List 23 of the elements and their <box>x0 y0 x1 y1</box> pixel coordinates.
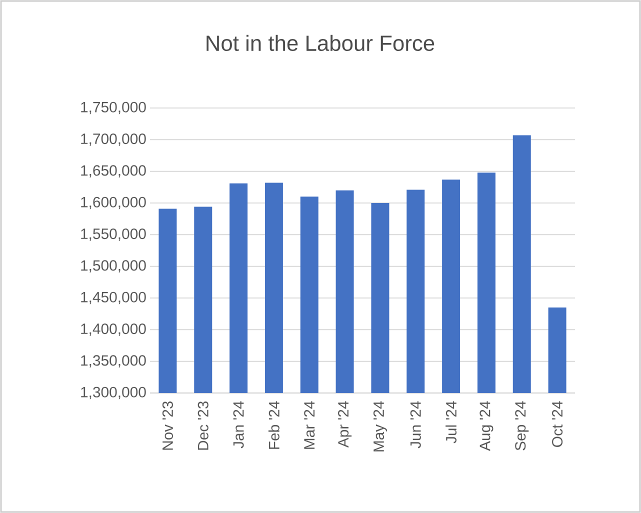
x-tick-label: Jun '24 <box>410 401 421 448</box>
y-tick-label: 1,400,000 <box>81 323 146 336</box>
x-tick-label: Oct '24 <box>552 401 563 447</box>
x-tick-label: Feb '24 <box>268 401 280 449</box>
x-tick-label: Dec '23 <box>198 401 208 450</box>
x-tick-label: Jan '24 <box>233 401 244 448</box>
y-tick-label: 1,550,000 <box>81 228 146 241</box>
x-tick-label: Jul '24 <box>446 401 457 444</box>
y-tick-label: 1,300,000 <box>81 386 146 400</box>
y-tick-label: 1,450,000 <box>81 292 146 304</box>
y-tick-label: 1,750,000 <box>81 102 146 114</box>
y-tick-label: 1,600,000 <box>81 196 146 210</box>
x-tick-label: Nov '23 <box>162 401 173 450</box>
x-tick-label: May '24 <box>373 401 387 452</box>
chart-title: Not in the Labour Force <box>206 34 434 52</box>
y-tick-label: 1,500,000 <box>81 260 146 272</box>
x-tick-label: Apr '24 <box>338 401 352 448</box>
y-tick-label: 1,650,000 <box>81 165 146 178</box>
x-tick-label: Sep '24 <box>515 401 529 450</box>
x-tick-label: Mar '24 <box>304 401 315 449</box>
x-tick-label: Aug '24 <box>480 401 494 451</box>
y-tick-label: 1,700,000 <box>81 133 146 146</box>
y-tick-label: 1,350,000 <box>81 355 146 368</box>
